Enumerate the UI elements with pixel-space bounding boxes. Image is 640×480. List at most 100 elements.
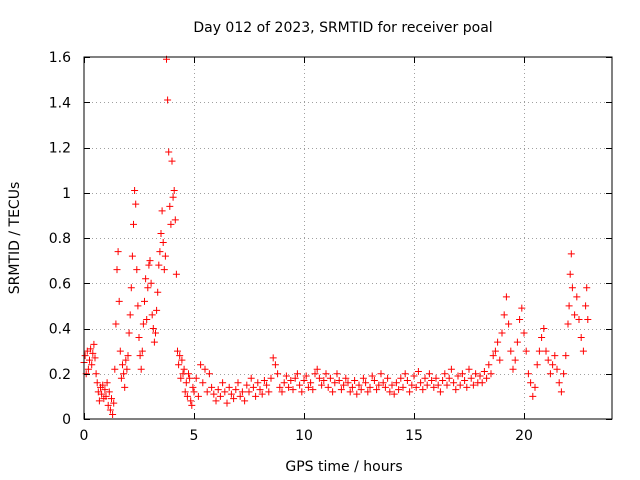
data-point — [137, 365, 145, 373]
data-point — [109, 410, 117, 418]
data-point — [219, 379, 227, 387]
data-point — [152, 329, 159, 337]
data-point — [238, 388, 246, 396]
data-point — [571, 311, 579, 319]
data-point — [344, 379, 352, 387]
data-point — [480, 367, 488, 375]
data-point — [84, 365, 92, 373]
data-point — [549, 361, 557, 369]
data-point — [509, 365, 517, 373]
data-point — [171, 216, 179, 224]
data-point — [190, 388, 198, 396]
data-point — [447, 365, 455, 373]
y-axis-title: SRMTID / TECUs — [7, 182, 23, 295]
data-point — [150, 338, 158, 346]
data-point — [566, 270, 574, 278]
data-point — [160, 266, 168, 274]
data-point — [113, 266, 121, 274]
data-point — [135, 334, 143, 342]
data-point — [342, 374, 350, 382]
data-point — [357, 386, 365, 394]
data-point — [412, 383, 420, 391]
data-point — [153, 306, 161, 314]
data-point — [368, 372, 376, 380]
y-tick-label: 0.6 — [49, 276, 71, 292]
data-point — [247, 374, 255, 382]
data-point — [156, 248, 164, 256]
data-point — [318, 381, 326, 389]
data-point — [106, 406, 114, 414]
data-point — [157, 229, 165, 237]
x-tick-labels: 0 5 10 15 20 — [80, 428, 533, 444]
data-point — [553, 365, 561, 373]
data-point — [108, 395, 115, 403]
data-point — [177, 374, 185, 382]
data-point — [555, 379, 563, 387]
data-point — [370, 377, 378, 385]
data-point — [348, 383, 356, 391]
data-point — [322, 370, 330, 378]
data-point — [379, 379, 387, 387]
data-point — [130, 220, 137, 228]
data-point — [276, 383, 284, 391]
data-point — [461, 377, 469, 385]
data-point — [132, 200, 140, 208]
data-point — [87, 345, 95, 353]
data-point — [133, 266, 141, 274]
data-point — [95, 397, 103, 405]
data-point — [513, 338, 521, 346]
y-tick-labels: 0 0.2 0.4 0.6 0.8 1 1.2 1.4 1.6 — [49, 50, 71, 428]
data-point — [425, 370, 433, 378]
data-point — [445, 374, 453, 382]
data-point — [236, 392, 244, 400]
data-point — [98, 390, 106, 398]
data-point — [182, 379, 190, 387]
data-point — [263, 381, 271, 389]
y-tick-label: 1.6 — [49, 50, 71, 66]
data-point — [465, 365, 473, 373]
data-point — [531, 383, 539, 391]
data-point — [575, 315, 583, 323]
data-point — [93, 379, 101, 387]
data-point — [307, 379, 315, 387]
data-point — [500, 311, 508, 319]
data-point — [324, 383, 332, 391]
data-point — [527, 379, 535, 387]
data-point — [340, 381, 348, 389]
data-point — [138, 347, 146, 355]
data-point — [285, 383, 293, 391]
data-point — [99, 381, 107, 389]
data-point — [241, 397, 249, 405]
y-tick-label: 1.4 — [49, 95, 71, 111]
data-point — [164, 96, 172, 104]
data-point — [168, 157, 176, 165]
data-point — [496, 356, 504, 364]
data-point — [362, 379, 370, 387]
data-point — [516, 315, 524, 323]
y-tick-label: 1 — [62, 186, 71, 202]
data-point — [194, 392, 202, 400]
data-point — [243, 381, 251, 389]
data-point — [353, 390, 361, 398]
data-point — [522, 347, 530, 355]
data-point — [366, 383, 374, 391]
data-point — [432, 374, 440, 382]
data-point — [540, 325, 548, 332]
data-point — [230, 395, 238, 403]
data-point — [128, 252, 136, 260]
data-point — [463, 383, 471, 391]
data-point — [104, 401, 112, 409]
data-point — [86, 356, 93, 364]
data-point — [535, 347, 543, 355]
data-point — [546, 370, 554, 378]
data-point — [298, 388, 306, 396]
data-point — [417, 379, 425, 387]
data-point — [551, 352, 559, 360]
data-point — [249, 383, 257, 391]
data-point — [134, 302, 142, 310]
data-point — [359, 374, 367, 382]
data-point — [131, 186, 139, 194]
data-point — [265, 388, 273, 396]
data-point — [183, 392, 191, 400]
